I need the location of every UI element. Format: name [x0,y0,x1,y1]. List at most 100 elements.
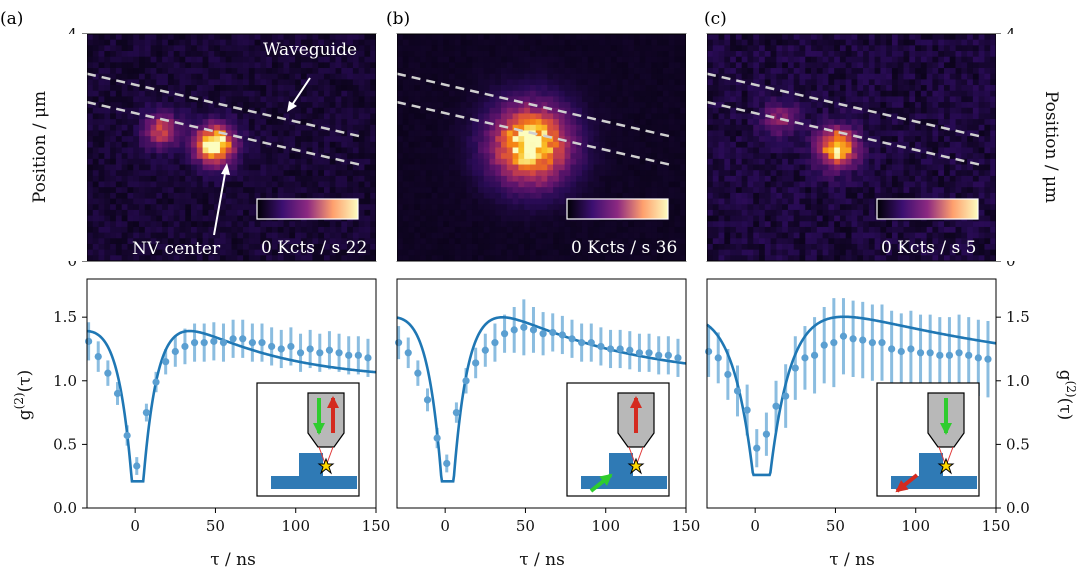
heatmap-pixel [196,96,203,103]
heatmap-pixel [610,124,618,131]
heatmap-pixel [645,68,652,75]
heatmap-pixel [735,85,743,92]
heatmap-pixel [622,96,629,103]
heatmap-pixel [472,68,479,75]
heatmap-pixel [443,221,450,228]
heatmap-pixel [891,90,899,97]
heatmap-pixel [799,45,806,52]
heatmap-pixel [243,170,250,177]
heatmap-pixel [370,187,377,194]
heatmap-pixel [300,90,308,97]
heatmap-pixel [402,107,409,114]
heatmap-pixel [156,56,163,63]
heatmap-pixel [127,56,134,63]
heatmap-pixel [104,136,111,143]
heatmap-pixel [886,51,893,58]
heatmap-pixel [472,102,479,109]
heatmap-pixel [121,226,128,234]
heatmap-pixel [312,249,319,256]
heatmap-pixel [443,209,450,216]
heatmap-pixel [811,119,818,126]
heatmap-pixel [335,130,342,137]
heatmap-pixel [782,90,789,97]
heatmap-pixel [868,79,876,86]
heatmap-pixel [477,79,485,86]
heatmap-pixel [185,226,192,234]
heatmap-pixel [581,107,589,114]
heatmap-pixel [231,209,238,216]
heatmap-pixel [483,221,490,228]
heatmap-pixel [414,90,421,97]
heatmap-pixel [967,130,974,137]
heatmap-pixel [87,79,94,86]
heatmap-pixel [156,85,163,92]
heatmap-pixel [570,147,577,154]
heatmap-pixel [127,153,134,160]
heatmap-pixel [535,113,542,120]
heatmap-pixel [943,102,951,109]
heatmap-pixel [133,39,140,46]
heatmap-pixel [747,119,754,126]
heatmap-pixel [897,85,904,92]
heatmap-pixel [828,51,835,58]
heatmap-pixel [87,243,94,251]
heatmap-pixel [483,232,490,239]
heatmap-pixel [576,130,583,137]
heatmap-pixel [295,192,302,199]
heatmap-pixel [266,164,273,171]
heatmap-pixel [553,113,560,120]
heatmap-pixel [628,249,635,256]
heatmap-pixel [741,45,748,52]
heatmap-pixel [231,102,238,109]
heatmap-pixel [397,90,404,97]
heatmap-pixel [622,221,629,228]
heatmap-pixel [162,119,169,126]
heatmap-pixel [243,124,250,131]
heatmap-pixel [283,136,290,143]
heatmap-pixel [512,51,519,58]
heatmap-pixel [271,45,279,52]
heatmap-pixel [518,136,525,143]
heatmap-pixel [110,45,117,52]
heatmap-pixel [127,243,134,251]
heatmap-pixel [529,107,537,114]
heatmap-pixel [581,39,589,46]
heatmap-pixel [541,147,548,154]
heatmap-pixel [402,153,409,160]
heatmap-pixel [466,85,473,92]
heatmap-pixel [173,113,180,120]
heatmap-pixel [868,113,876,120]
heatmap-pixel [747,56,754,63]
heatmap-pixel [437,51,444,58]
heatmap-pixel [150,209,157,216]
heatmap-pixel [443,96,450,103]
heatmap-pixel [248,68,256,75]
heatmap-pixel [219,39,227,46]
heatmap-pixel [495,232,502,239]
heatmap-pixel [283,221,290,228]
heatmap-pixel [799,107,806,114]
heatmap-pixel [501,107,508,114]
heatmap-pixel [150,153,157,160]
heatmap-pixel [358,243,365,251]
heatmap-pixel [787,136,795,143]
heatmap-pixel [271,141,279,148]
heatmap-pixel [179,170,186,177]
heatmap-pixel [408,158,415,165]
heatmap-pixel [248,62,256,69]
heatmap-pixel [576,170,583,177]
heatmap-pixel [358,255,365,262]
heatmap-pixel [668,181,675,188]
heatmap-pixel [662,34,670,41]
heatmap-pixel [397,187,404,194]
heatmap-pixel [352,73,360,80]
heatmap-pixel [535,119,542,126]
heatmap-pixel [329,107,336,114]
heatmap-pixel [420,90,427,97]
heatmap-pixel [358,204,365,211]
heatmap-pixel [822,85,829,92]
heatmap-pixel [191,192,198,199]
heatmap-pixel [506,51,513,58]
heatmap-pixel [277,238,284,245]
heatmap-pixel [219,164,227,171]
